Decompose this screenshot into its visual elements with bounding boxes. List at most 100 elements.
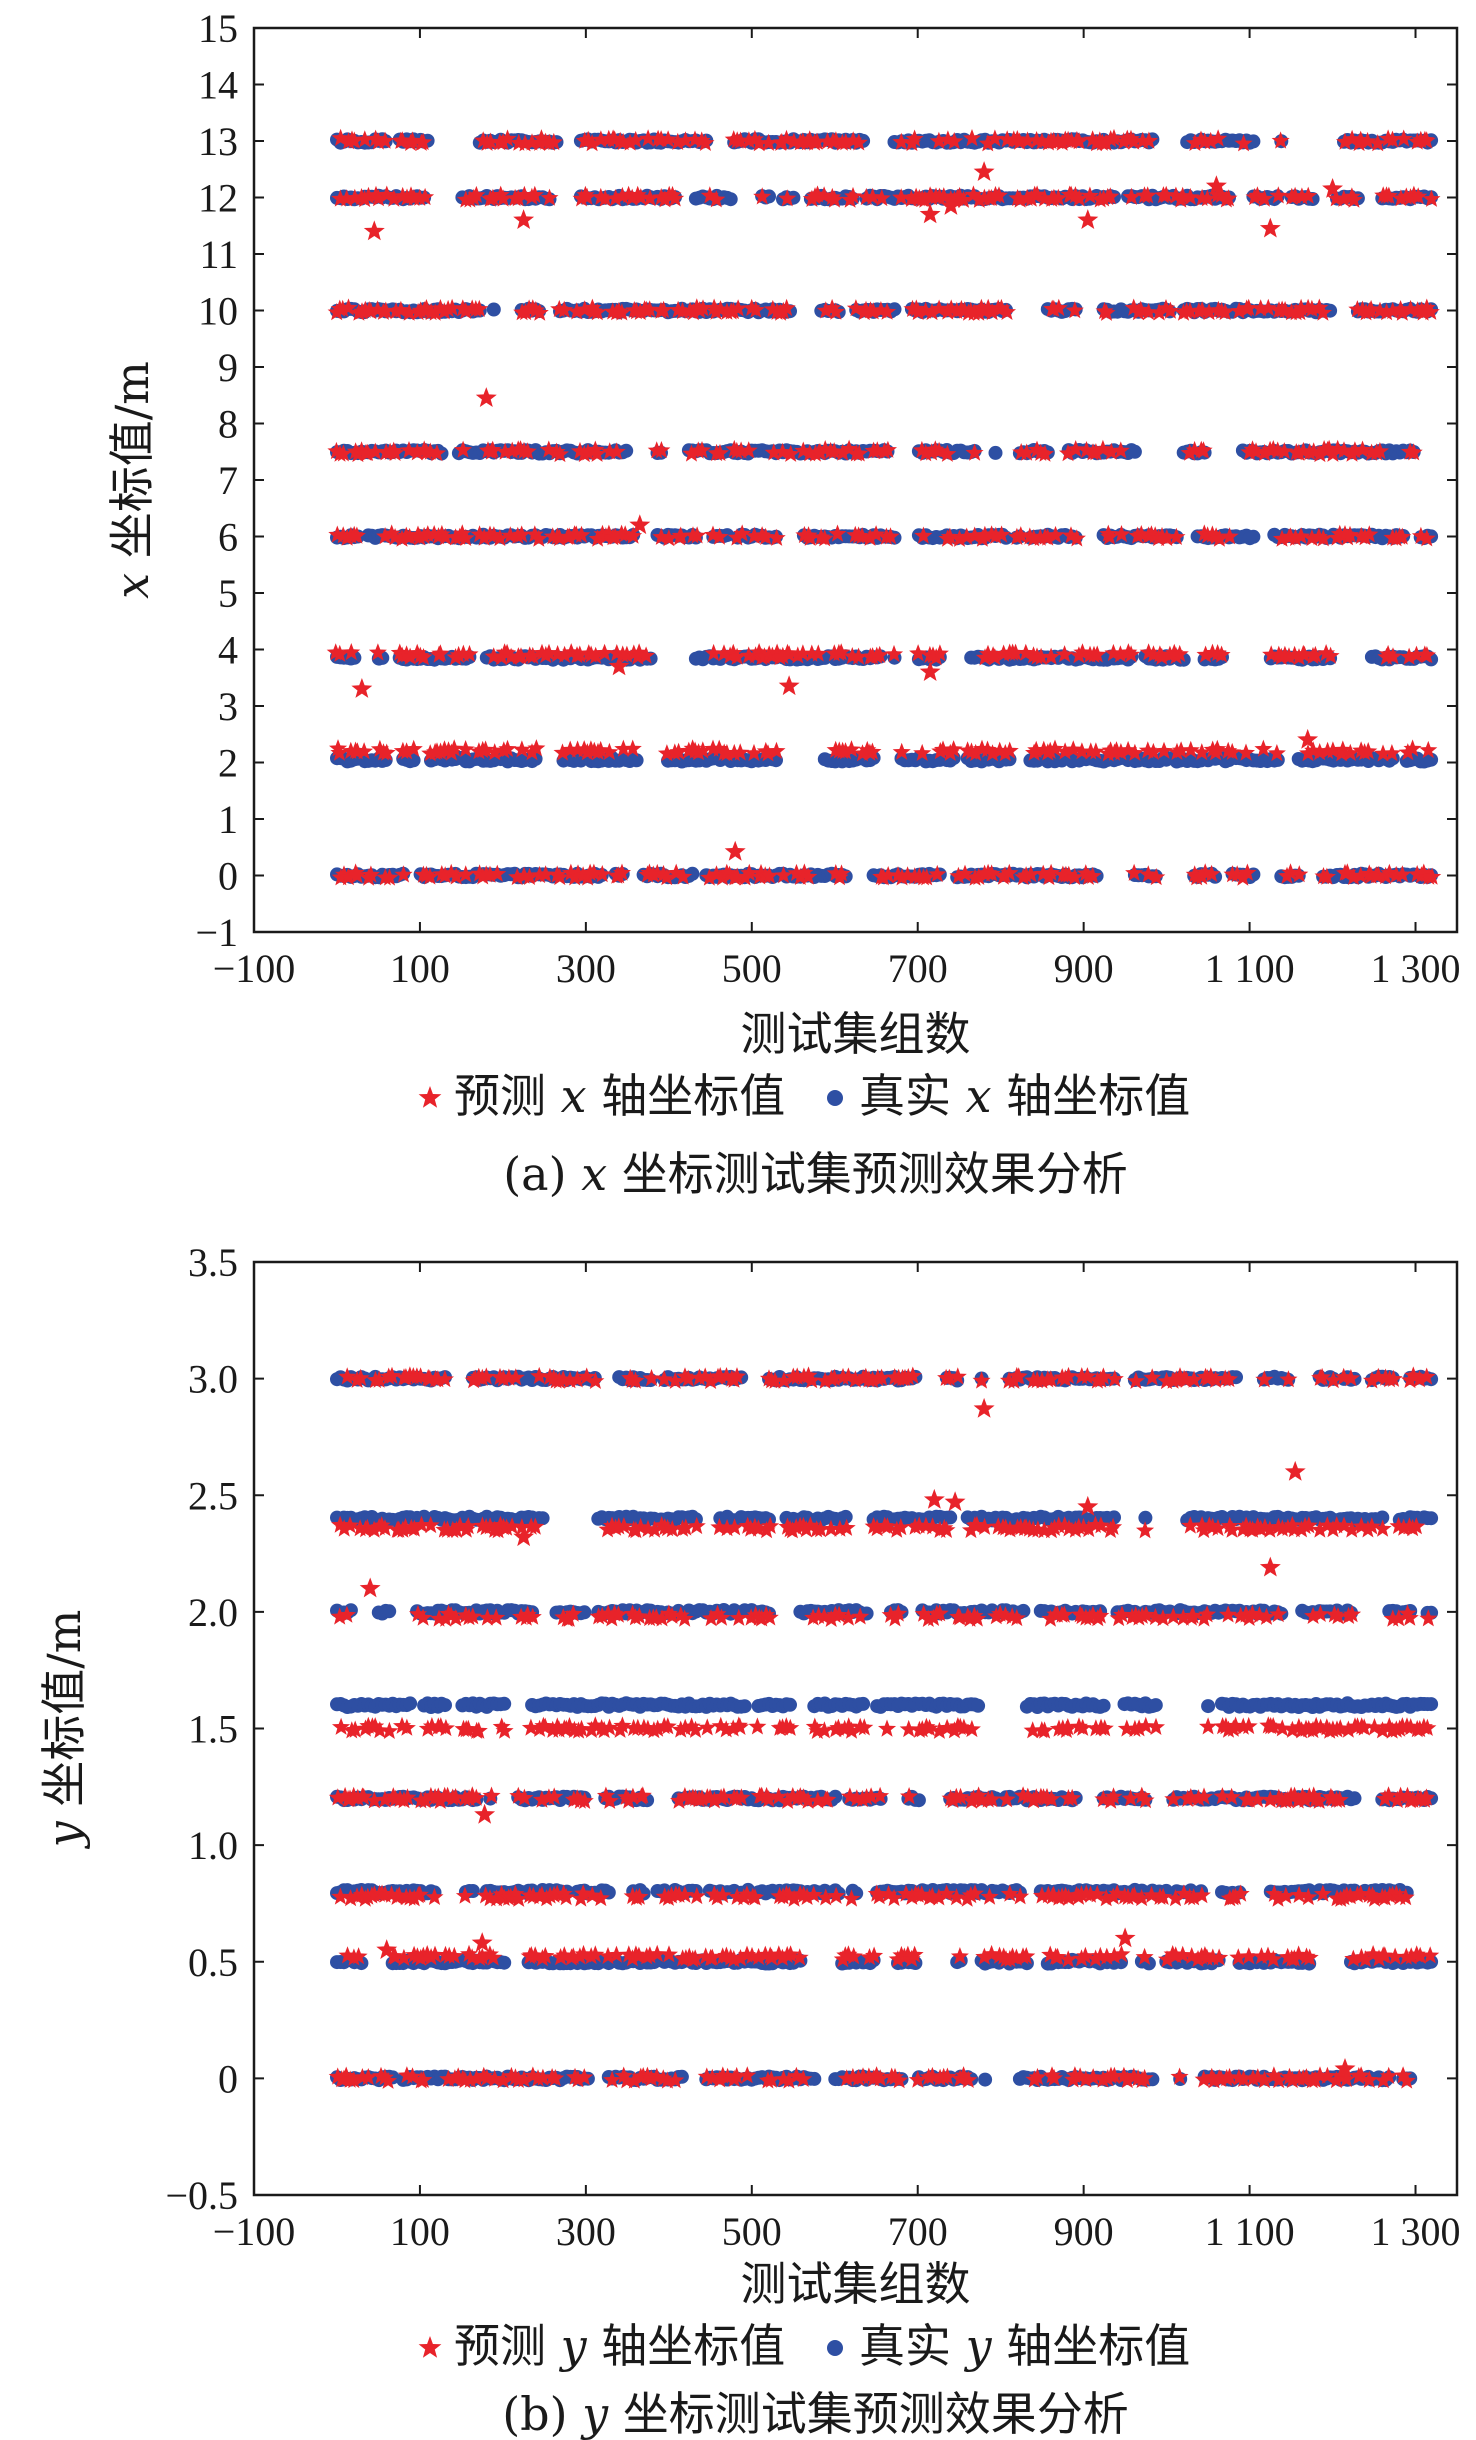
pred-point — [494, 132, 513, 151]
pred-point — [950, 529, 969, 547]
pred-point — [1172, 741, 1191, 759]
pred-point — [1101, 187, 1120, 205]
pred-point — [965, 443, 984, 461]
pred-point — [700, 186, 719, 204]
y-tick-label: 8 — [218, 402, 238, 447]
pred-point — [1404, 443, 1423, 461]
pred-point — [366, 129, 385, 147]
y-tick-label: 12 — [198, 176, 238, 221]
pred-point — [745, 129, 764, 148]
pred-point — [1323, 741, 1342, 759]
pred-point — [905, 129, 924, 147]
pred-point — [1045, 739, 1064, 757]
pred-point — [728, 647, 747, 665]
y-tick-label: 4 — [218, 628, 238, 673]
pred-point — [1255, 189, 1274, 207]
pred-point — [767, 741, 786, 759]
pred-point — [1062, 526, 1080, 544]
pred-point — [525, 525, 544, 543]
pred-point — [503, 441, 522, 459]
pred-point — [1313, 303, 1332, 321]
pred-point — [1368, 134, 1387, 152]
pred-point — [1262, 645, 1281, 663]
pred-point — [970, 190, 989, 208]
pred-point — [1100, 527, 1119, 545]
pred-point — [760, 866, 779, 884]
true-point — [486, 302, 501, 317]
pred-point — [578, 187, 597, 206]
pred-point — [1088, 645, 1107, 663]
pred-point — [420, 867, 439, 885]
pred-point — [1383, 301, 1402, 319]
pred-point — [1181, 740, 1200, 758]
pred-point — [369, 132, 388, 150]
pred-point — [1209, 129, 1228, 147]
true-point — [685, 866, 700, 881]
pred-point — [431, 742, 450, 760]
true-point — [497, 1955, 512, 1970]
pred-point — [481, 132, 500, 150]
y-tick-label: −1 — [195, 910, 238, 955]
pred-point — [965, 526, 984, 544]
pred-point — [985, 129, 1004, 147]
pred-point — [826, 302, 845, 320]
pred-point — [909, 302, 928, 321]
pred-point — [1379, 644, 1398, 663]
pred-point — [470, 525, 489, 543]
pred-point — [1144, 742, 1163, 760]
y-axis-label-text: 坐标值/m — [105, 361, 159, 558]
x-tick-label: 100 — [390, 2209, 450, 2254]
pred-point — [1000, 863, 1019, 881]
pred-point — [346, 442, 365, 460]
pred-point — [654, 864, 673, 883]
pred-point — [1383, 647, 1402, 665]
pred-point — [417, 299, 436, 317]
pred-point — [588, 529, 607, 547]
pred-point — [942, 299, 961, 317]
pred-point — [1275, 442, 1294, 460]
pred-point — [1290, 865, 1309, 883]
pred-point — [1292, 527, 1311, 545]
pred-point — [515, 185, 534, 203]
pred-point — [1292, 298, 1311, 316]
pred-point — [1041, 741, 1060, 759]
pred-point — [724, 302, 743, 320]
pred-point — [849, 133, 868, 151]
pred-point — [768, 643, 787, 661]
pred-point — [1304, 442, 1323, 460]
pred-point — [1344, 190, 1363, 208]
pred-point — [401, 647, 420, 665]
true-point — [382, 1604, 397, 1619]
true-point — [971, 1698, 986, 1713]
pred-point — [358, 443, 377, 461]
x-tick-label: 100 — [390, 946, 450, 991]
pred-point — [600, 442, 619, 460]
pred-point — [1417, 131, 1436, 149]
pred-point — [335, 865, 353, 883]
x-tick-label: 1 300 — [1371, 2209, 1461, 2254]
pred-point — [872, 188, 891, 207]
legend-label: 预测 x 轴坐标值 — [454, 1069, 785, 1123]
pred-point — [456, 865, 475, 883]
pred-point — [382, 524, 401, 542]
pred-point — [583, 134, 602, 152]
pred-point — [491, 185, 510, 203]
pred-point — [1046, 525, 1065, 544]
pred-point — [825, 442, 844, 460]
pred-point — [777, 298, 796, 316]
pred-point — [1220, 527, 1239, 545]
y-tick-label: 2 — [218, 741, 238, 786]
pred-point — [688, 526, 707, 544]
pred-point — [892, 742, 911, 760]
pred-point — [1208, 739, 1227, 757]
pred-point — [1342, 187, 1361, 205]
pred-point — [522, 743, 541, 761]
pred-point — [759, 133, 778, 151]
pred-point — [1102, 442, 1121, 460]
pred-point — [892, 188, 911, 206]
pred-point — [1259, 298, 1278, 316]
pred-point — [799, 867, 818, 885]
true-point — [1424, 1697, 1439, 1712]
pred-point — [1382, 744, 1401, 762]
pred-point — [1086, 742, 1105, 760]
